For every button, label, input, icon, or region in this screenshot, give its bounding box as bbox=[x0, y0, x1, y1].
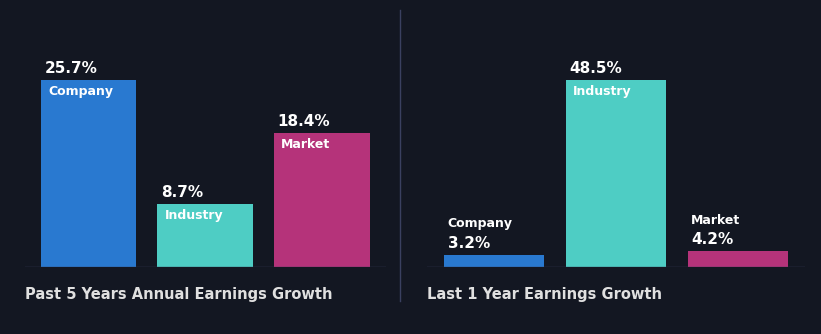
Bar bbox=[444, 255, 544, 267]
Text: Industry: Industry bbox=[573, 85, 631, 98]
Text: 18.4%: 18.4% bbox=[277, 114, 330, 129]
Text: Past 5 Years Annual Earnings Growth: Past 5 Years Annual Earnings Growth bbox=[25, 287, 333, 302]
Bar bbox=[274, 133, 369, 267]
Text: Market: Market bbox=[281, 138, 330, 151]
Text: 4.2%: 4.2% bbox=[691, 232, 733, 247]
Bar bbox=[688, 251, 787, 267]
Bar bbox=[158, 204, 253, 267]
Text: Last 1 Year Earnings Growth: Last 1 Year Earnings Growth bbox=[427, 287, 662, 302]
Text: 25.7%: 25.7% bbox=[44, 61, 98, 76]
Bar bbox=[41, 79, 136, 267]
Text: Company: Company bbox=[447, 217, 512, 230]
Text: 8.7%: 8.7% bbox=[161, 185, 203, 200]
Text: Industry: Industry bbox=[164, 209, 223, 221]
Text: Company: Company bbox=[48, 85, 113, 98]
Bar bbox=[566, 79, 666, 267]
Text: 3.2%: 3.2% bbox=[447, 236, 490, 251]
Text: 48.5%: 48.5% bbox=[570, 61, 622, 76]
Text: Market: Market bbox=[691, 213, 741, 226]
